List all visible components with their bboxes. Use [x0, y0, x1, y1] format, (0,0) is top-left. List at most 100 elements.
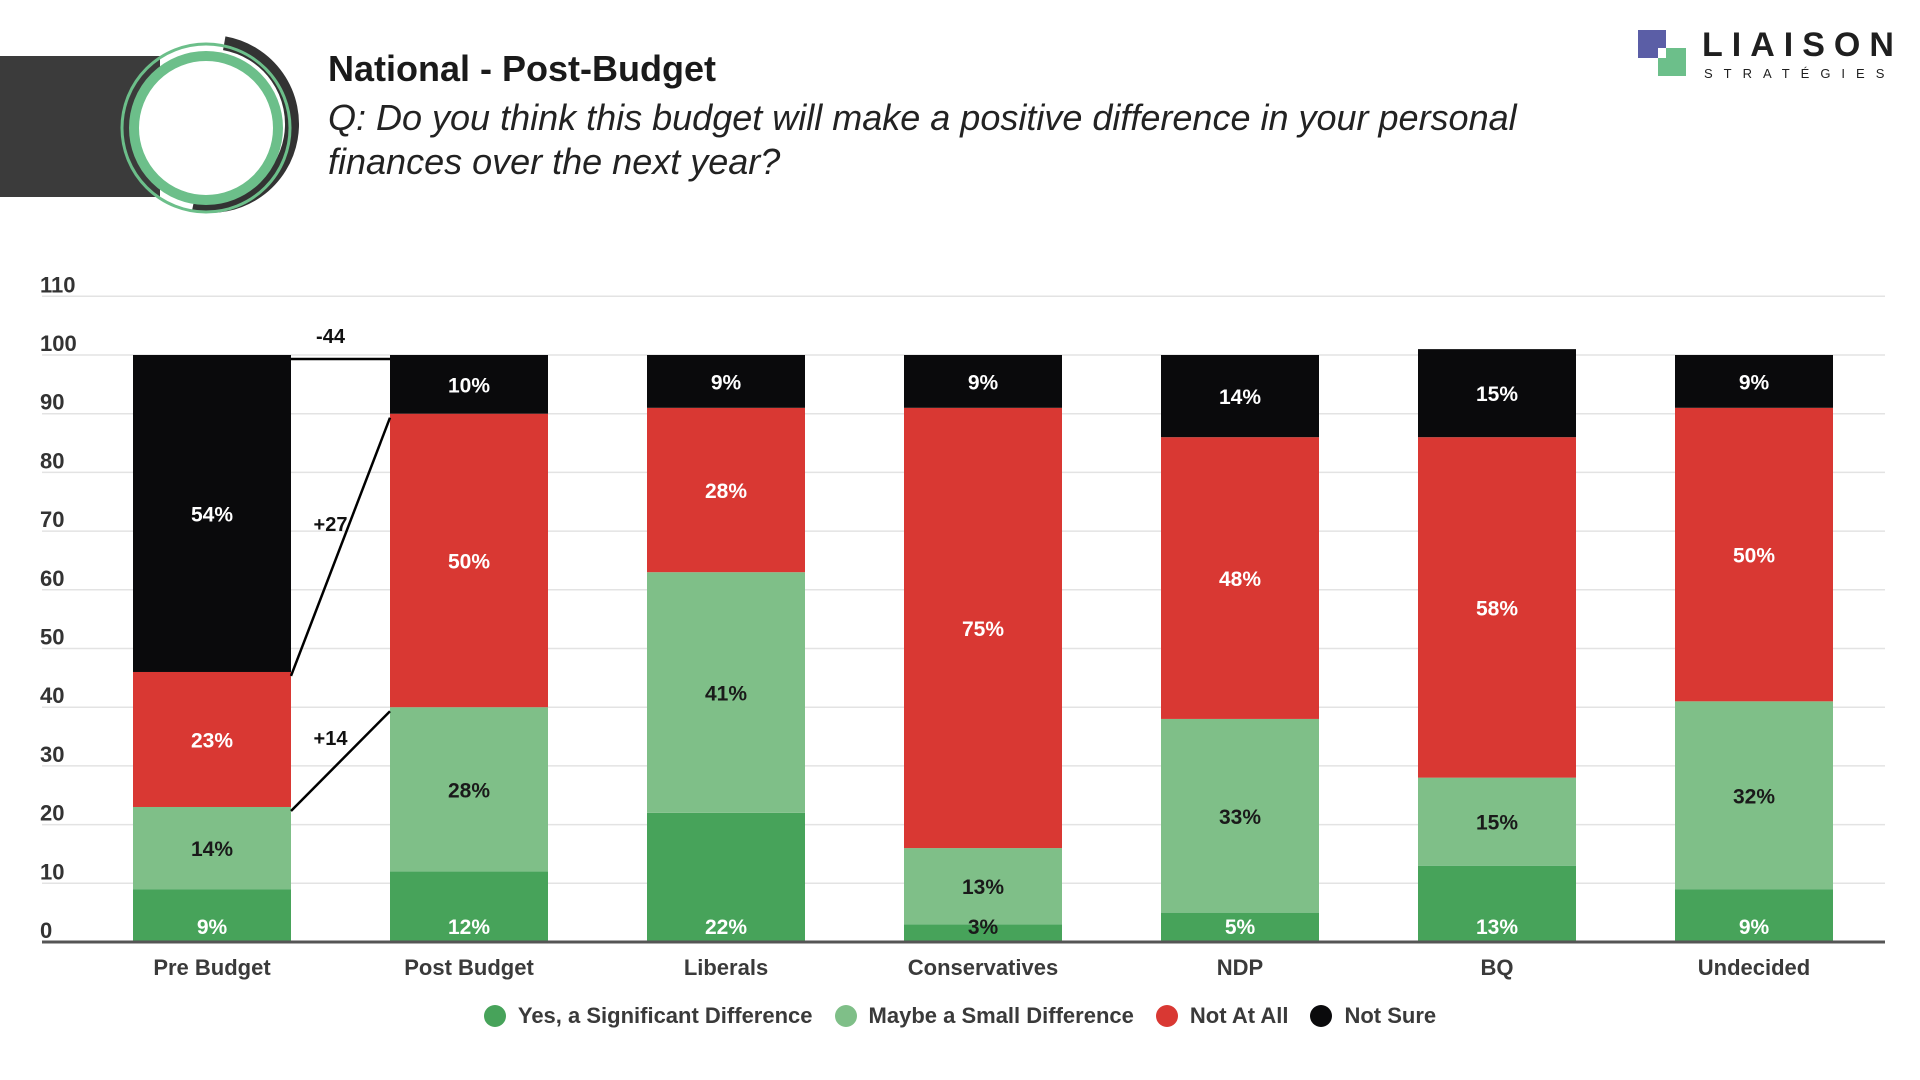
bar-segment	[1675, 701, 1833, 890]
bar-segment	[1161, 437, 1319, 719]
change-connector	[289, 417, 392, 677]
bar-segment	[904, 355, 1062, 408]
data-label: 33%	[1219, 806, 1261, 829]
data-label: 9%	[968, 371, 999, 394]
legend-dot-icon	[1310, 1005, 1333, 1027]
bar-segment	[647, 572, 805, 813]
bar-segment	[1161, 912, 1319, 942]
chart-legend: Yes, a Significant Difference Maybe a Sma…	[0, 1003, 1920, 1029]
y-tick-label: 20	[40, 801, 64, 826]
data-label: 58%	[1476, 597, 1518, 620]
bar-segment	[1418, 865, 1576, 942]
bar-segment	[647, 812, 805, 942]
category-label: Pre Budget	[153, 955, 271, 980]
y-tick-label: 90	[40, 390, 64, 415]
y-tick-label: 70	[40, 507, 64, 532]
data-label: 13%	[962, 876, 1004, 899]
y-tick-label: 0	[40, 918, 52, 943]
bar-segment	[390, 707, 548, 872]
legend-dot-icon	[483, 1005, 506, 1027]
data-label: 50%	[448, 550, 490, 573]
legend-label: Yes, a Significant Difference	[517, 1003, 813, 1028]
bar-segment	[1675, 407, 1833, 702]
data-label: 12%	[448, 916, 490, 939]
bar-segment	[390, 355, 548, 414]
category-label: Liberals	[684, 955, 768, 980]
data-label: 5%	[1225, 916, 1256, 939]
ring-emblem-icon	[120, 34, 299, 214]
page-title: National - Post-Budget	[328, 48, 716, 89]
category-label: Conservatives	[908, 955, 1058, 980]
bar-segment	[1161, 355, 1319, 438]
data-label: 10%	[448, 374, 490, 397]
legend-dot-icon	[834, 1005, 857, 1027]
data-label: 9%	[197, 916, 228, 939]
data-label: 15%	[1476, 812, 1518, 835]
y-tick-label: 80	[40, 448, 64, 473]
change-annotation: -44	[316, 326, 346, 348]
bar-segment	[647, 407, 805, 573]
bar-segment	[133, 671, 291, 807]
y-tick-label: 40	[40, 683, 64, 708]
logo-mark-icon	[1638, 30, 1686, 76]
legend-label: Not At All	[1189, 1003, 1289, 1028]
bar-segment	[904, 924, 1062, 942]
data-label: 14%	[1219, 386, 1261, 409]
data-label: 9%	[1739, 916, 1770, 939]
data-label: 48%	[1219, 568, 1261, 591]
bar-segment	[647, 355, 805, 408]
y-tick-label: 100	[40, 331, 77, 356]
data-label: 28%	[448, 779, 490, 802]
bar-segment	[1675, 355, 1833, 408]
data-label: 22%	[705, 916, 747, 939]
legend-dot-icon	[1155, 1005, 1178, 1027]
legend-label: Not Sure	[1344, 1003, 1437, 1028]
legend-label: Maybe a Small Difference	[868, 1003, 1134, 1028]
liaison-logo: LIAISON STRATÉGIES	[1638, 26, 1908, 88]
bar-segment	[133, 806, 291, 890]
bar-segment	[390, 871, 548, 942]
data-label: 15%	[1476, 383, 1518, 406]
data-label: 41%	[705, 683, 747, 706]
data-label: 32%	[1733, 785, 1775, 808]
legend-item: Maybe a Small Difference	[834, 1003, 1134, 1029]
data-label: 9%	[711, 371, 742, 394]
bar-segment	[904, 848, 1062, 925]
data-label: 3%	[968, 916, 999, 939]
data-label: 13%	[1476, 916, 1518, 939]
logo-wordmark: LIAISON	[1702, 26, 1903, 64]
data-label: 9%	[1739, 371, 1770, 394]
bar-segment	[133, 889, 291, 942]
data-label: 14%	[191, 838, 233, 861]
change-connector	[290, 710, 391, 812]
bar-segment	[390, 413, 548, 708]
survey-question: Q: Do you think this budget will make a …	[328, 97, 1517, 182]
data-label: 75%	[962, 618, 1004, 641]
y-tick-label: 30	[40, 742, 64, 767]
logo-subtitle: STRATÉGIES	[1704, 66, 1896, 81]
data-label: 23%	[191, 729, 233, 752]
category-label: BQ	[1481, 955, 1514, 980]
y-tick-label: 110	[40, 272, 76, 297]
bar-segment	[904, 407, 1062, 849]
bar-segment	[1675, 889, 1833, 942]
bar-segment	[1418, 349, 1576, 438]
y-tick-label: 60	[40, 566, 64, 591]
legend-item: Yes, a Significant Difference	[483, 1003, 813, 1029]
data-label: 54%	[191, 503, 233, 526]
category-label: NDP	[1217, 955, 1263, 980]
legend-item: Not At All	[1155, 1003, 1289, 1029]
y-tick-label: 50	[40, 625, 64, 650]
category-label: Undecided	[1698, 955, 1810, 980]
bar-segment	[1161, 718, 1319, 913]
change-annotation: +27	[314, 514, 348, 536]
y-tick-label: 10	[40, 859, 64, 884]
legend-item: Not Sure	[1310, 1003, 1436, 1029]
bar-segment	[133, 355, 291, 672]
bar-segment	[1418, 437, 1576, 778]
category-label: Post Budget	[404, 955, 534, 980]
data-label: 28%	[705, 480, 747, 503]
bar-segment	[1418, 777, 1576, 866]
data-label: 50%	[1733, 545, 1775, 568]
